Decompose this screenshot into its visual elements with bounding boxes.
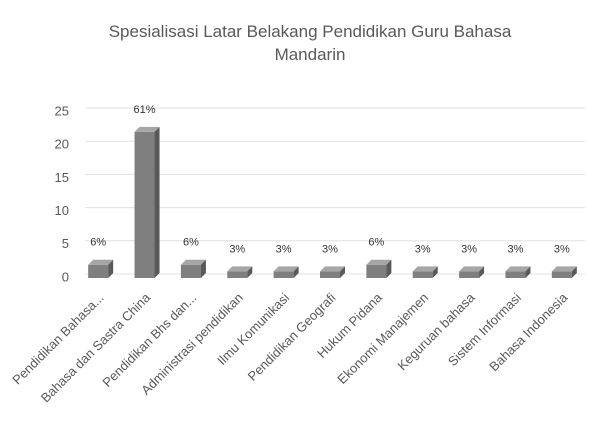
chart-title: Spesialisasi Latar Belakang Pendidikan G… — [108, 22, 512, 64]
y-tick-label: 0 — [62, 269, 69, 284]
x-tick-label: Pendidikan Geografi — [245, 290, 339, 384]
bar — [273, 266, 299, 278]
y-tick-label: 10 — [55, 203, 69, 218]
value-label: 3% — [554, 243, 570, 255]
value-label: 3% — [461, 243, 477, 255]
bar — [412, 266, 438, 278]
bar — [459, 266, 485, 278]
bar — [366, 259, 392, 278]
value-label: 3% — [415, 243, 431, 255]
bar — [88, 259, 114, 278]
bar — [180, 259, 206, 278]
bar — [320, 266, 345, 278]
value-label: 6% — [183, 237, 199, 249]
y-tick-label: 5 — [62, 236, 69, 251]
y-tick-label: 20 — [55, 137, 69, 152]
value-label: 3% — [276, 243, 292, 255]
bar — [505, 266, 531, 278]
value-label: 6% — [368, 237, 384, 249]
value-label: 3% — [322, 243, 338, 255]
x-tick-label: Ekonomi Manajemen — [334, 290, 431, 387]
bar — [551, 266, 577, 278]
y-tick-label: 15 — [55, 170, 69, 185]
bar — [227, 266, 253, 278]
x-tick-label: Keguruan bahasa — [394, 289, 478, 373]
value-label: 61% — [134, 104, 156, 116]
value-label: 3% — [508, 243, 524, 255]
value-label: 3% — [229, 243, 245, 255]
x-tick-label: Bahasa Indonesia — [486, 289, 571, 374]
y-tick-label: 25 — [55, 103, 69, 118]
bar — [134, 126, 160, 278]
value-label: 6% — [90, 237, 106, 249]
x-tick-label: Pendidikan Bahasa... — [9, 290, 106, 387]
